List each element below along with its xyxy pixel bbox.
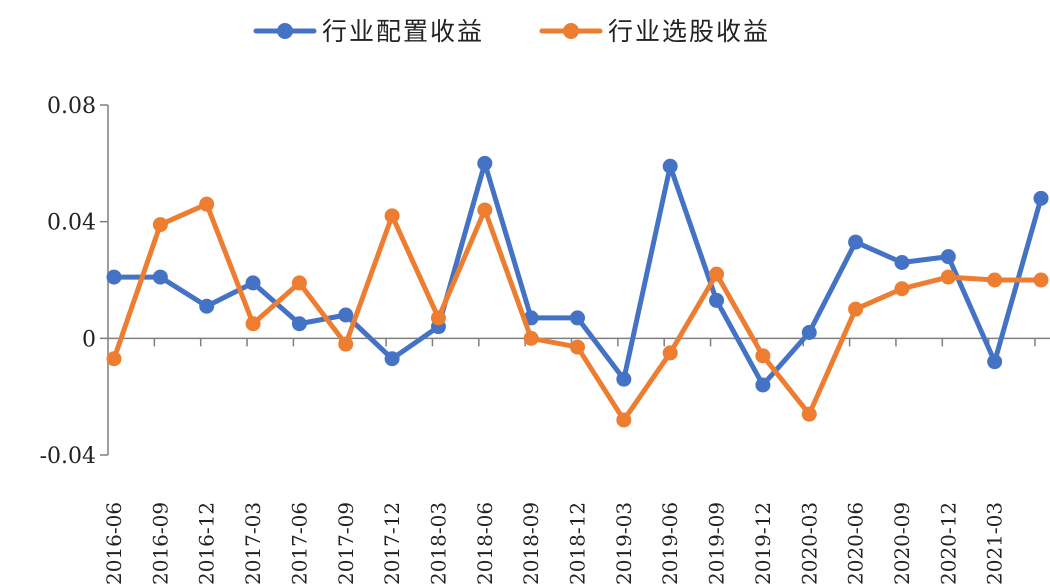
y-tick-label: 0 [82, 327, 96, 352]
data-point [709, 266, 725, 282]
x-tick-label: 2019-09 [705, 502, 729, 585]
series-1 [106, 155, 1049, 393]
x-tick-label: 2018-03 [426, 502, 450, 585]
data-point [570, 310, 585, 326]
data-point [848, 234, 864, 250]
legend-swatch-marker [563, 23, 579, 39]
data-point [662, 345, 678, 361]
data-point [755, 377, 771, 393]
data-point [477, 202, 493, 218]
legend-label: 行业选股收益 [608, 17, 770, 46]
data-point [662, 158, 678, 174]
data-point [616, 371, 632, 387]
data-point [291, 275, 307, 291]
data-point [987, 354, 1003, 370]
data-point [801, 325, 817, 340]
x-tick-label: 2020-09 [890, 502, 914, 585]
data-point [384, 208, 400, 224]
x-tick-label: 2018-09 [519, 502, 543, 585]
data-point [338, 336, 354, 352]
data-point [291, 316, 307, 332]
legend: 行业配置收益 行业选股收益 [253, 17, 770, 46]
data-point [152, 217, 168, 233]
data-point [384, 351, 400, 367]
data-point [199, 298, 215, 314]
y-tick-label: 0.04 [47, 211, 96, 236]
series-2 [106, 196, 1049, 428]
x-axis: 2016-06 2016-09 2016-12 2017-03 2017-06 2017-… [102, 337, 1050, 585]
data-point [106, 351, 122, 367]
legend-item-1: 行业配置收益 [253, 17, 484, 46]
data-point [430, 310, 446, 326]
y-axis: -0.04 0 0.04 0.08 [40, 94, 109, 469]
data-point [801, 406, 817, 422]
legend-item-2: 行业选股收益 [539, 17, 770, 46]
data-point [894, 255, 910, 270]
data-point [199, 196, 215, 212]
legend-swatch-marker [277, 23, 293, 39]
data-point [523, 330, 539, 346]
data-point [940, 269, 956, 285]
data-point [245, 316, 261, 332]
x-tick-label: 2017-09 [334, 502, 358, 585]
x-tick-label: 2017-12 [380, 502, 404, 585]
x-tick-label: 2020-03 [797, 502, 821, 585]
data-point [570, 339, 585, 355]
data-point [616, 412, 632, 428]
x-tick-label: 2020-12 [936, 502, 960, 585]
data-point [987, 272, 1003, 288]
x-tick-label: 2018-12 [566, 502, 590, 585]
data-point [338, 307, 354, 323]
x-tick-label: 2017-03 [241, 502, 265, 585]
data-point [106, 269, 122, 285]
data-point [1033, 272, 1049, 288]
x-tick-label: 2020-06 [844, 502, 868, 585]
series-layer [106, 155, 1049, 428]
x-tick-label: 2019-03 [612, 502, 636, 585]
data-point [894, 281, 910, 297]
data-point [152, 269, 168, 285]
data-point [245, 275, 261, 291]
x-tick-label: 2016-09 [148, 502, 172, 585]
data-point [940, 249, 956, 265]
x-tick-label: 2016-06 [102, 502, 126, 585]
x-tick-label: 2018-06 [473, 502, 497, 585]
data-point [709, 292, 725, 308]
data-point [1033, 190, 1049, 206]
x-tick-label: 2019-12 [751, 502, 775, 585]
data-point [477, 155, 493, 171]
data-point [848, 301, 864, 317]
x-tick-label: 2016-12 [195, 502, 219, 585]
legend-label: 行业配置收益 [322, 17, 484, 46]
x-tick-label: 2021-03 [983, 502, 1007, 585]
x-tick-label: 2017-06 [287, 502, 311, 585]
x-tick-label: 2019-06 [658, 502, 682, 585]
y-tick-label: -0.04 [40, 444, 96, 469]
data-point [755, 348, 771, 364]
y-tick-label: 0.08 [47, 94, 96, 119]
